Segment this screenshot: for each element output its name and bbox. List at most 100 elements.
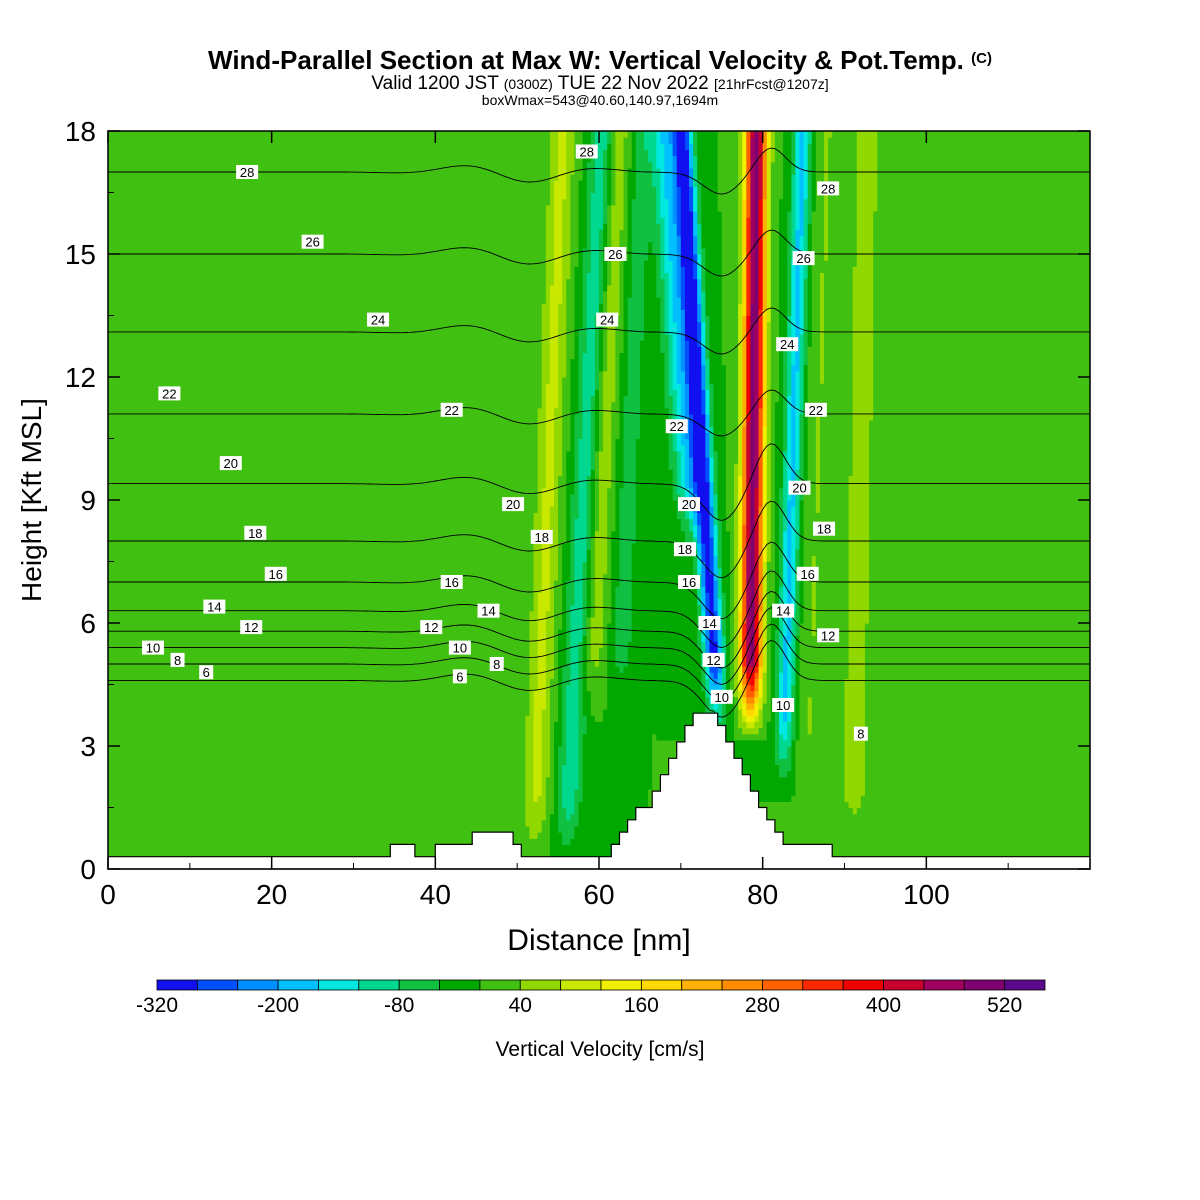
field-cell — [132, 131, 138, 869]
contour-label: 14 — [698, 616, 721, 631]
field-cell — [946, 131, 952, 869]
field-cell — [971, 131, 977, 869]
title-text: Wind-Parallel Section at Max W: Vertical… — [208, 45, 964, 75]
field-cell — [627, 167, 633, 298]
field-cell — [549, 813, 555, 869]
field-cell — [684, 340, 690, 384]
colorbar-swatch — [398, 979, 440, 991]
field-cell — [316, 131, 322, 869]
field-cell — [361, 131, 367, 869]
field-cell — [259, 131, 265, 869]
theta-contour-8 — [108, 623, 1090, 702]
field-cell — [574, 825, 580, 869]
field-cell — [705, 678, 711, 698]
field-cell — [635, 131, 641, 440]
field-cell — [803, 198, 809, 280]
field-cell — [582, 561, 588, 636]
field-cell — [541, 131, 547, 304]
colorbar-swatch — [600, 979, 642, 991]
field-cell — [603, 290, 608, 372]
field-cell — [811, 635, 817, 869]
field-cell — [590, 469, 596, 538]
contour-label-text: 10 — [453, 641, 467, 656]
field-cell — [304, 131, 310, 869]
field-cell — [594, 530, 600, 667]
contour-label-box — [817, 628, 840, 643]
contour-label: 12 — [240, 620, 263, 635]
field-cell — [721, 364, 727, 593]
field-cell — [549, 284, 555, 507]
field-cell — [656, 223, 661, 298]
field-cell — [247, 131, 252, 869]
field-cell — [468, 131, 473, 869]
colorbar-tick-label: 40 — [509, 994, 532, 1017]
x-axis: 0 20 40 60 80 100 — [100, 131, 1009, 910]
field-cell — [754, 321, 760, 489]
field-cell — [787, 801, 792, 869]
field-cell — [697, 254, 702, 280]
field-cell — [697, 278, 702, 304]
colorbar-swatch — [196, 979, 239, 991]
field-cell — [243, 131, 248, 869]
colorbar-swatch — [560, 979, 602, 991]
field-cell — [594, 666, 600, 722]
field-cell — [746, 715, 751, 722]
valid-time: Valid 1200 JST (0300Z) TUE 22 Nov 2022 [… — [0, 74, 1200, 93]
field-cell — [533, 801, 539, 839]
field-cell — [545, 776, 551, 869]
field-cell — [807, 696, 813, 735]
field-cell — [128, 131, 134, 869]
field-cell — [566, 684, 571, 821]
contour-label-text: 28 — [821, 181, 835, 196]
field-cell — [668, 143, 674, 261]
field-cell — [995, 131, 1001, 869]
field-cell — [230, 131, 236, 869]
colorbar-tick-label: -80 — [384, 994, 414, 1017]
field-cell — [697, 346, 702, 513]
field-cell — [607, 131, 612, 144]
field-cell — [161, 131, 166, 869]
contour-label-text: 24 — [600, 313, 614, 328]
x-tick-label: 100 — [903, 879, 950, 910]
field-cell — [582, 635, 588, 716]
field-cell — [537, 131, 543, 409]
contour-label: 28 — [575, 144, 598, 160]
field-cell — [680, 506, 686, 532]
field-cell — [660, 131, 666, 144]
field-cell — [635, 438, 641, 869]
field-cell — [594, 131, 600, 317]
field-cell — [758, 709, 764, 729]
contour-label-text: 10 — [776, 698, 790, 713]
field-cell — [746, 709, 751, 716]
field-cell — [758, 678, 764, 698]
field-cell — [926, 131, 932, 869]
field-cell — [1069, 131, 1075, 869]
field-cell — [680, 131, 686, 267]
field-cell — [738, 690, 743, 710]
box-info: boxWmax=543@40.60,140.97,1694m — [481, 92, 719, 108]
contour-label: 18 — [244, 525, 267, 541]
field-cell — [713, 555, 719, 581]
field-cell — [742, 702, 747, 716]
field-cell — [193, 131, 199, 869]
colorbar-swatch — [439, 979, 481, 991]
contour-label: 28 — [236, 165, 259, 180]
field-cell — [541, 303, 547, 489]
field-cell — [852, 813, 858, 869]
field-cell — [566, 579, 571, 686]
field-cell — [693, 254, 698, 280]
field-cell — [570, 131, 576, 175]
field-cell — [553, 721, 559, 869]
field-cell — [750, 702, 756, 710]
field-cell — [705, 432, 711, 458]
field-cell — [758, 696, 764, 710]
colorbar-swatch — [277, 979, 319, 991]
field-cell — [873, 210, 878, 869]
field-cell — [889, 131, 895, 869]
field-cell — [574, 413, 580, 520]
field-cell — [594, 389, 600, 452]
field-cell — [856, 131, 862, 809]
field-cell — [983, 131, 989, 869]
contour-label-text: 12 — [706, 653, 720, 668]
